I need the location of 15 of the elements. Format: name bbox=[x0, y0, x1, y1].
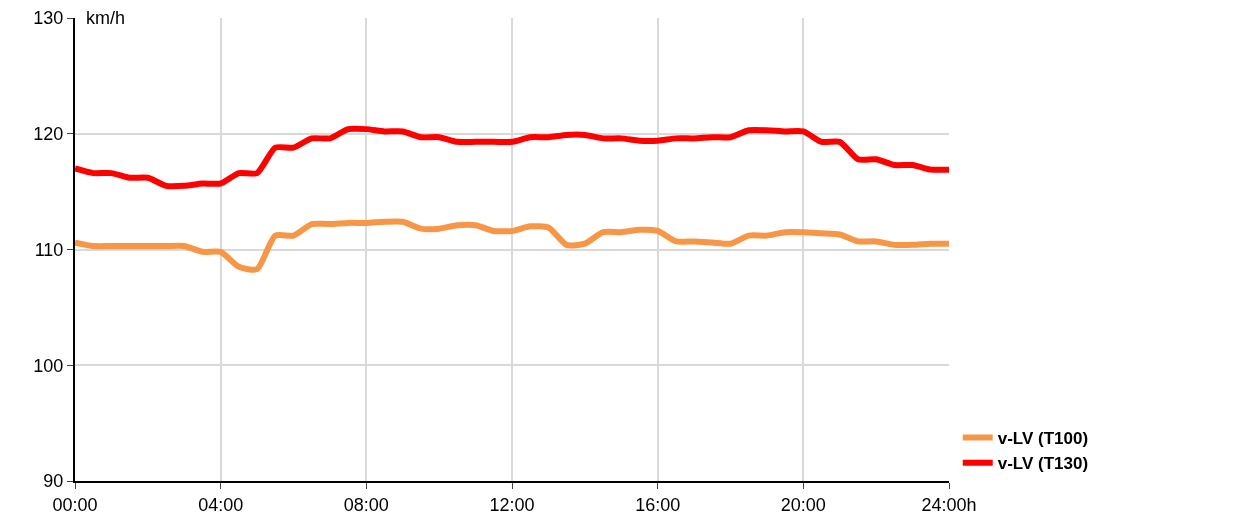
y-axis-title: km/h bbox=[86, 8, 126, 28]
legend-label: v-LV (T130) bbox=[997, 454, 1089, 474]
y-tick-label: 90 bbox=[43, 471, 64, 492]
x-tick-label: 04:00 bbox=[198, 494, 244, 515]
legend-label: v-LV (T100) bbox=[997, 429, 1089, 449]
y-tick-label: 100 bbox=[33, 355, 64, 376]
y-tick-label: 120 bbox=[33, 124, 64, 145]
y-tick-label: 130 bbox=[33, 8, 64, 29]
y-tick-label: 110 bbox=[34, 239, 64, 260]
x-tick-label: 00:00 bbox=[52, 494, 98, 515]
x-tick-label: 16:00 bbox=[635, 494, 681, 515]
x-tick-label: 24:00h bbox=[921, 494, 977, 515]
x-tick-label: 12:00 bbox=[489, 494, 535, 515]
x-tick-label: 20:00 bbox=[780, 494, 826, 515]
x-tick-label: 08:00 bbox=[343, 494, 389, 515]
